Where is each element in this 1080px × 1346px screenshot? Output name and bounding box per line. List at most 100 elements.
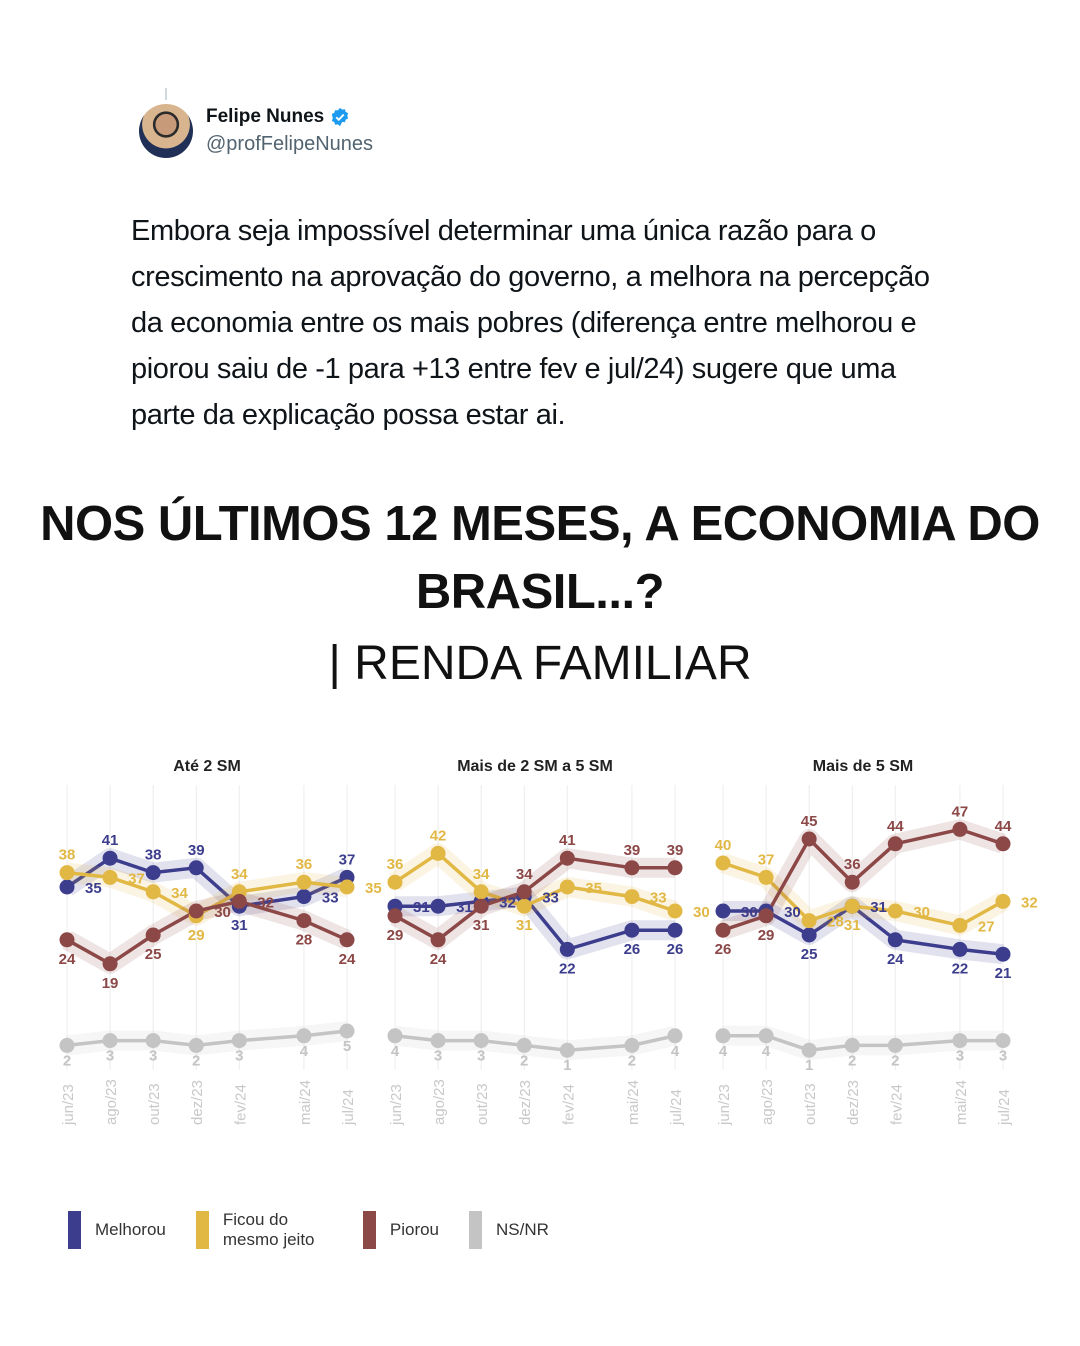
data-point (296, 874, 312, 890)
data-label: 32 (1021, 894, 1038, 911)
data-label: 42 (430, 827, 447, 844)
data-label: 30 (693, 904, 710, 921)
legend-item-ficou: Ficou do mesmo jeito (195, 1210, 333, 1250)
thread-line (165, 88, 167, 100)
author-handle[interactable]: @profFelipeNunes (206, 133, 374, 155)
legend-item-piorou: Piorou (362, 1211, 440, 1249)
x-tick-label: out/23 (802, 1083, 819, 1125)
data-label: 2 (891, 1052, 899, 1069)
data-point (887, 903, 903, 919)
data-point (844, 874, 860, 890)
data-label: 30 (913, 904, 930, 921)
data-label: 36 (844, 856, 861, 873)
x-tick-label: jul/24 (996, 1089, 1013, 1126)
data-label: 30 (214, 904, 231, 921)
data-label: 29 (387, 927, 404, 944)
x-tick-label: mai/24 (297, 1080, 314, 1125)
data-point (59, 865, 75, 881)
data-label: 34 (516, 866, 533, 883)
data-label: 29 (188, 927, 205, 944)
data-label: 41 (559, 832, 576, 849)
data-label: 33 (650, 890, 667, 907)
data-label: 31 (456, 899, 473, 916)
data-point (430, 898, 446, 914)
data-label: 30 (741, 904, 758, 921)
x-tick-label: mai/24 (625, 1080, 642, 1125)
data-label: 4 (671, 1043, 680, 1060)
x-tick-label: out/23 (146, 1083, 163, 1125)
data-label: 24 (887, 951, 904, 968)
data-point (59, 879, 75, 895)
legend-label: Piorou (389, 1220, 440, 1239)
x-tick-label: out/23 (474, 1083, 491, 1125)
data-label: 25 (145, 946, 162, 963)
data-point (887, 836, 903, 852)
data-label: 31 (844, 917, 861, 934)
data-label: 31 (231, 917, 248, 934)
data-point (995, 1033, 1011, 1049)
data-label: 2 (192, 1052, 200, 1069)
x-tick-label: ago/23 (431, 1079, 448, 1125)
data-point (188, 860, 204, 876)
data-label: 29 (758, 927, 775, 944)
data-point (430, 1033, 446, 1049)
chart-title: Mais de 5 SM (813, 758, 913, 775)
data-point (188, 903, 204, 919)
data-point (516, 884, 532, 900)
data-label: 3 (149, 1048, 157, 1065)
data-label: 34 (473, 866, 490, 883)
data-label: 4 (719, 1043, 728, 1060)
data-label: 4 (762, 1043, 771, 1060)
legend-item-nsnr: NS/NR (469, 1211, 549, 1249)
data-label: 28 (827, 914, 844, 931)
data-label: 4 (391, 1043, 400, 1060)
data-point (231, 893, 247, 909)
data-point (559, 1042, 575, 1058)
data-label: 35 (365, 880, 382, 897)
x-tick-label: jun/23 (716, 1084, 733, 1126)
data-label: 34 (171, 885, 188, 902)
chart-title: Até 2 SM (173, 758, 241, 775)
data-label: 3 (956, 1048, 964, 1065)
data-point (516, 1037, 532, 1053)
legend-swatch (195, 1211, 209, 1249)
data-label: 3 (235, 1048, 243, 1065)
data-point (339, 1023, 355, 1039)
data-point (715, 855, 731, 871)
data-point (145, 927, 161, 943)
data-label: 24 (339, 951, 356, 968)
data-label: 21 (995, 965, 1012, 982)
data-point (102, 869, 118, 885)
data-label: 39 (624, 842, 641, 859)
data-label: 40 (715, 837, 732, 854)
data-label: 31 (473, 917, 490, 934)
data-label: 26 (624, 941, 641, 958)
data-point (387, 874, 403, 890)
data-label: 41 (102, 832, 119, 849)
data-point (387, 1028, 403, 1044)
data-point (624, 860, 640, 876)
data-point (844, 1037, 860, 1053)
data-label: 30 (784, 904, 801, 921)
data-label: 3 (106, 1048, 114, 1065)
data-label: 36 (296, 856, 313, 873)
data-point (430, 932, 446, 948)
data-label: 19 (102, 975, 119, 992)
data-point (995, 836, 1011, 852)
avatar[interactable] (139, 104, 193, 158)
data-label: 28 (296, 932, 313, 949)
data-point (801, 831, 817, 847)
data-point (102, 850, 118, 866)
author-name[interactable]: Felipe Nunes (206, 106, 350, 128)
data-point (667, 903, 683, 919)
charts-panel: Até 2 SM jun/23 ago/23 out/23 dez/23 fev/24 ma… (59, 758, 1038, 1126)
data-point (339, 879, 355, 895)
data-label: 35 (585, 880, 602, 897)
data-label: 26 (715, 941, 732, 958)
data-point (145, 884, 161, 900)
data-point (473, 898, 489, 914)
data-label: 4 (300, 1043, 309, 1060)
data-label: 35 (85, 880, 102, 897)
data-label: 26 (667, 941, 684, 958)
legend: Melhorou Ficou do mesmo jeito Piorou NS/… (68, 1210, 579, 1250)
